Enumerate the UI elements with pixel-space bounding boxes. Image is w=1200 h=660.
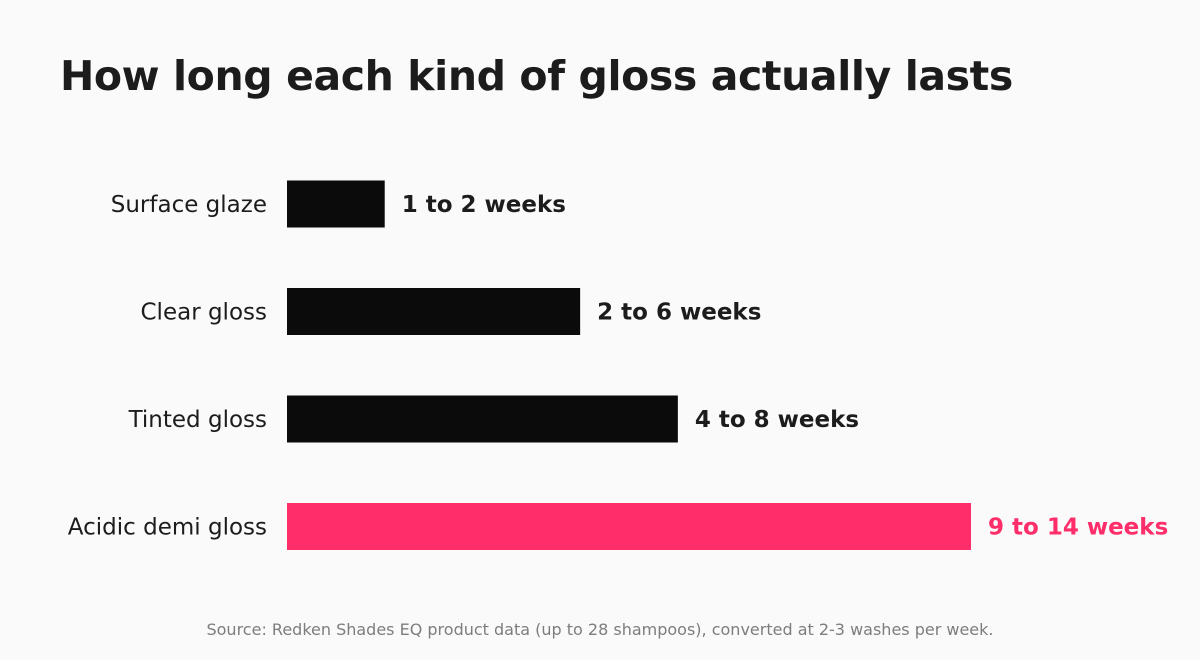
value-label-clear-gloss: 2 to 6 weeks <box>597 300 761 326</box>
value-label-surface-glaze: 1 to 2 weeks <box>402 192 566 218</box>
bar-clear-gloss <box>287 288 581 335</box>
chart-title: How long each kind of gloss actually las… <box>60 52 1013 100</box>
category-label-clear-gloss: Clear gloss <box>141 300 268 326</box>
category-label-tinted-gloss: Tinted gloss <box>128 407 267 433</box>
bar-acidic-demi-gloss <box>287 503 971 550</box>
category-label-acidic-demi-gloss: Acidic demi gloss <box>68 515 267 541</box>
category-label-surface-glaze: Surface glaze <box>111 192 267 218</box>
value-label-acidic-demi-gloss: 9 to 14 weeks <box>988 515 1168 541</box>
bar-tinted-gloss <box>287 395 678 443</box>
source-note: Source: Redken Shades EQ product data (u… <box>206 620 994 639</box>
value-label-tinted-gloss: 4 to 8 weeks <box>695 407 859 433</box>
bar-surface-glaze <box>287 180 385 228</box>
